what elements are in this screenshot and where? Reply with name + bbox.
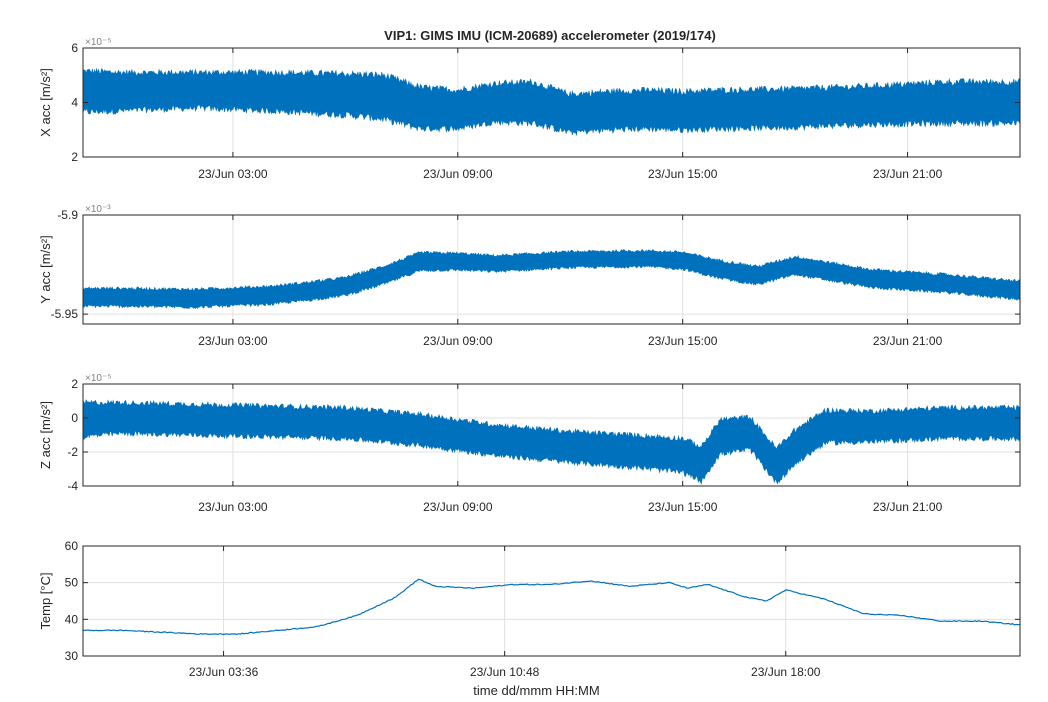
chart-title: VIP1: GIMS IMU (ICM-20689) accelerometer…: [384, 28, 716, 43]
subplot-x_acc: 2 4 6 23/Jun 03:00 23/Jun 09:00 23/Jun 15:00 2…: [38, 37, 1021, 181]
x-tick-label: 23/Jun 10:48: [470, 665, 540, 679]
x-tick-label: 23/Jun 03:00: [198, 334, 268, 348]
x-tick-label: 23/Jun 21:00: [873, 167, 943, 181]
y-axis-label: Y acc [m/s²]: [38, 235, 53, 303]
x-tick-label: 23/Jun 09:00: [423, 334, 493, 348]
y-tick-label: 40: [65, 612, 79, 626]
y-tick-label: 60: [65, 539, 79, 553]
subplot-temp: 30 40 50 60 23/Jun 03:36 23/Jun 10:48 23/Jun 1…: [38, 539, 1021, 698]
x-tick-label: 23/Jun 15:00: [648, 334, 718, 348]
plots: 2 4 6 23/Jun 03:00 23/Jun 09:00 23/Jun 15:00 2…: [38, 37, 1021, 698]
y-tick-label: 2: [71, 377, 78, 391]
y-tick-label: 6: [71, 41, 78, 55]
y-exponent-label: ×10⁻⁵: [85, 37, 111, 48]
series-line-temp: [82, 578, 1020, 636]
y-tick-label: -4: [67, 479, 78, 493]
x-tick-label: 23/Jun 15:00: [648, 167, 718, 181]
series-band-x_acc: [82, 67, 1021, 137]
x-tick-label: 23/Jun 03:00: [198, 500, 268, 514]
axes-box: [82, 383, 1021, 487]
y-tick-label: -2: [67, 445, 78, 459]
y-exponent-label: ×10⁻⁵: [85, 373, 111, 384]
x-tick-label: 23/Jun 09:00: [423, 167, 493, 181]
y-axis-label: Temp [°C]: [38, 572, 53, 629]
x-tick-label: 23/Jun 03:36: [189, 665, 259, 679]
x-axis-label: time dd/mmm HH:MM: [473, 683, 599, 698]
x-tick-label: 23/Jun 21:00: [873, 334, 943, 348]
y-tick-label: 4: [71, 96, 78, 110]
y-exponent-label: ×10⁻³: [85, 204, 111, 215]
x-tick-label: 23/Jun 21:00: [873, 500, 943, 514]
x-tick-label: 23/Jun 03:00: [198, 167, 268, 181]
y-axis-label: X acc [m/s²]: [38, 68, 53, 137]
axes-box: [82, 545, 1021, 657]
x-tick-label: 23/Jun 15:00: [648, 500, 718, 514]
x-tick-label: 23/Jun 09:00: [423, 500, 493, 514]
subplot-z_acc: -4 -2 0 2 23/Jun 03:00 23/Jun 09:00 23/Jun 15:…: [38, 373, 1021, 514]
subplot-y_acc: -5.95 -5.9 23/Jun 03:00 23/Jun 09:00 23/Jun …: [38, 204, 1021, 348]
y-tick-label: 50: [65, 576, 79, 590]
y-tick-label: 30: [65, 649, 79, 663]
y-axis-label: Z acc [m/s²]: [38, 401, 53, 469]
series-band-y_acc: [82, 248, 1021, 310]
y-tick-label: 0: [71, 411, 78, 425]
x-tick-label: 23/Jun 18:00: [751, 665, 821, 679]
y-tick-label: -5.95: [51, 307, 79, 321]
axes-box: [82, 214, 1021, 325]
series-band-z_acc: [82, 399, 1021, 485]
y-tick-label: 2: [71, 150, 78, 164]
y-tick-label: -5.9: [57, 208, 78, 222]
